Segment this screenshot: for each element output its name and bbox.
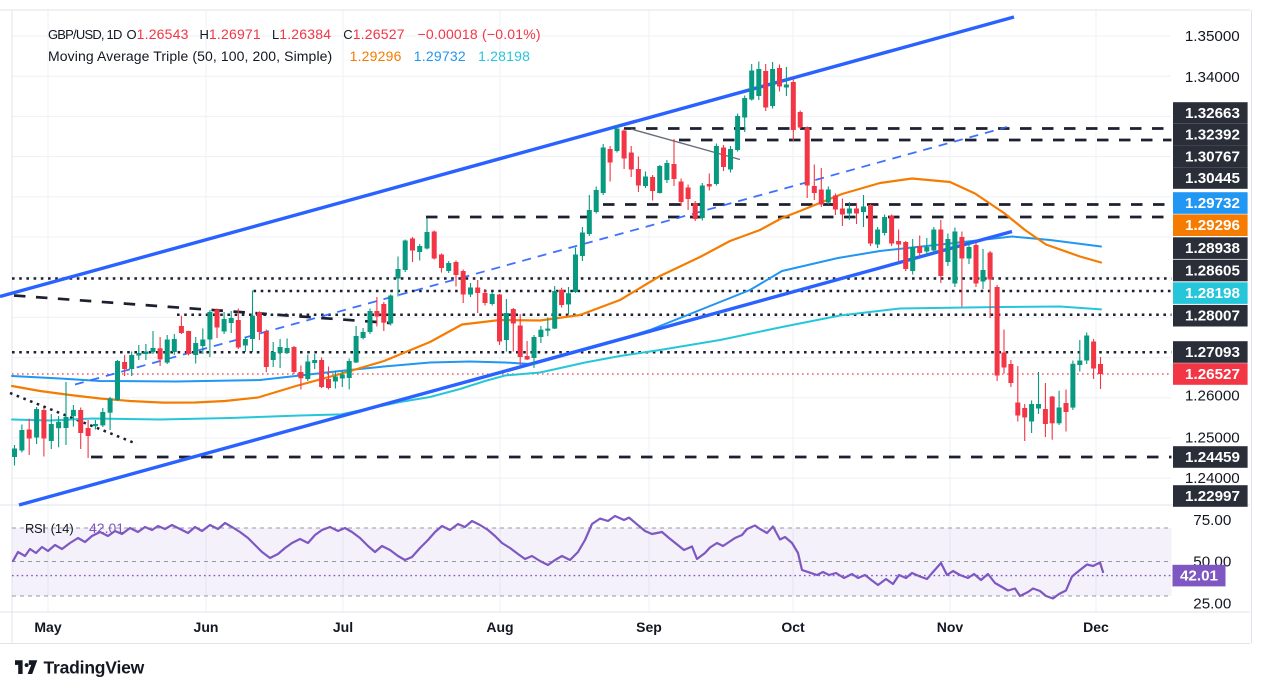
svg-text:75.00: 75.00 — [1193, 512, 1231, 529]
svg-text:May: May — [34, 619, 61, 635]
svg-text:Dec: Dec — [1083, 619, 1109, 635]
svg-text:1.22997: 1.22997 — [1185, 488, 1240, 505]
svg-text:1.29296: 1.29296 — [350, 48, 402, 64]
svg-text:−0.00018 (−0.01%): −0.00018 (−0.01%) — [418, 26, 541, 42]
svg-text:1.32392: 1.32392 — [1185, 127, 1240, 144]
svg-text:1.30445: 1.30445 — [1185, 170, 1240, 187]
svg-text:1.28198: 1.28198 — [1185, 285, 1240, 302]
svg-text:1.24459: 1.24459 — [1185, 449, 1240, 466]
svg-text:Oct: Oct — [781, 619, 805, 635]
svg-text:42.01: 42.01 — [89, 520, 124, 536]
svg-text:1.29732: 1.29732 — [414, 48, 466, 64]
svg-text:Sep: Sep — [636, 619, 662, 635]
svg-text:1.32663: 1.32663 — [1185, 105, 1240, 122]
svg-text:1.24000: 1.24000 — [1185, 470, 1240, 487]
svg-text:1.26527: 1.26527 — [1185, 366, 1240, 383]
svg-text:RSI: RSI — [25, 521, 45, 536]
svg-text:C1.26527: C1.26527 — [343, 26, 404, 42]
svg-text:42.01: 42.01 — [1180, 568, 1219, 585]
svg-text:1.25000: 1.25000 — [1185, 430, 1240, 447]
svg-text:L1.26384: L1.26384 — [272, 26, 331, 42]
svg-text:Jun: Jun — [194, 619, 219, 635]
svg-text:O1.26543: O1.26543 — [127, 26, 189, 42]
svg-text:1.28605: 1.28605 — [1185, 263, 1240, 280]
svg-text:(14): (14) — [51, 521, 74, 536]
svg-text:Moving Average Triple (50, 100: Moving Average Triple (50, 100, 200, Sim… — [48, 48, 332, 64]
svg-text:Nov: Nov — [937, 619, 964, 635]
svg-text:1.26000: 1.26000 — [1185, 388, 1240, 405]
svg-text:Jul: Jul — [333, 619, 353, 635]
svg-text:TradingView: TradingView — [44, 658, 145, 678]
svg-text:1.34000: 1.34000 — [1185, 69, 1240, 86]
svg-text:1.35000: 1.35000 — [1185, 28, 1240, 45]
svg-text:1.29296: 1.29296 — [1185, 217, 1240, 234]
svg-text:H1.26971: H1.26971 — [200, 26, 261, 42]
svg-text:Aug: Aug — [486, 619, 513, 635]
svg-text:1.29732: 1.29732 — [1185, 195, 1240, 212]
svg-text:1.30767: 1.30767 — [1185, 148, 1240, 165]
svg-text:1.28007: 1.28007 — [1185, 308, 1240, 325]
svg-text:1.28198: 1.28198 — [478, 48, 530, 64]
svg-text:GBP/USD, 1D: GBP/USD, 1D — [48, 27, 122, 42]
svg-text:25.00: 25.00 — [1193, 596, 1231, 613]
svg-text:1.27093: 1.27093 — [1185, 344, 1240, 361]
svg-text:1.28938: 1.28938 — [1185, 240, 1240, 257]
